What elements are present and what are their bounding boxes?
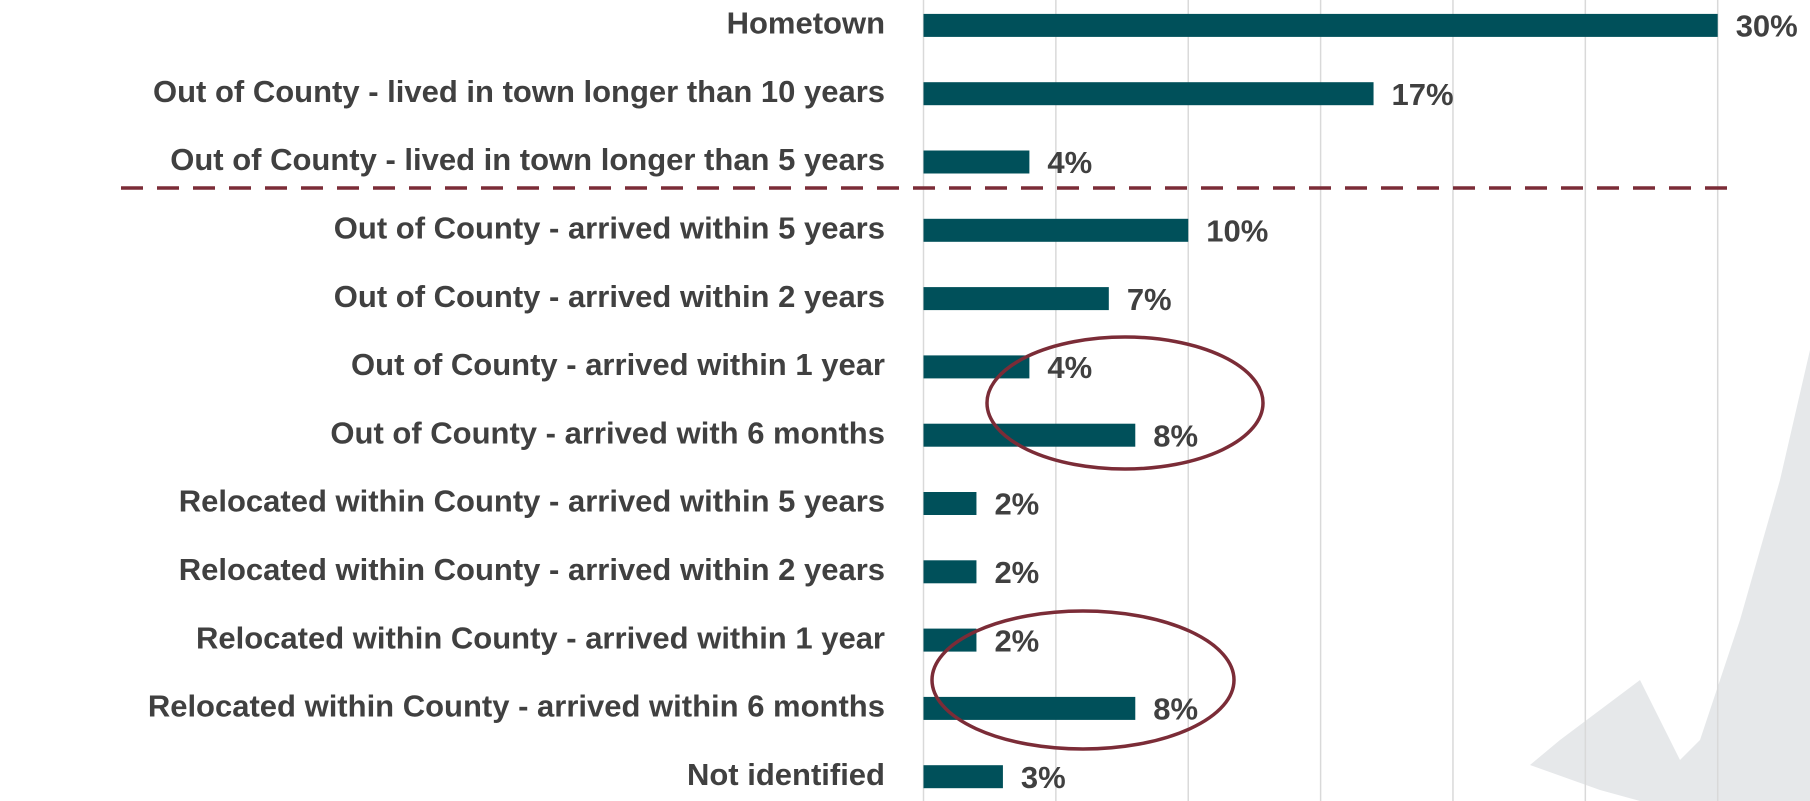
- background-shape: [1530, 350, 1810, 801]
- bar: [924, 424, 1136, 447]
- category-label: Out of County - arrived within 2 years: [334, 279, 885, 314]
- bar: [924, 14, 1718, 37]
- bar: [924, 560, 977, 583]
- value-label: 4%: [1047, 145, 1092, 180]
- category-label: Out of County - arrived within 1 year: [351, 347, 885, 382]
- category-label: Out of County - lived in town longer tha…: [153, 74, 885, 109]
- bar: [924, 355, 1030, 378]
- category-label: Not identified: [687, 757, 885, 792]
- value-label: 2%: [994, 487, 1039, 522]
- bar: [924, 151, 1030, 174]
- category-label: Relocated within County - arrived within…: [196, 620, 885, 655]
- value-label: 8%: [1153, 418, 1198, 453]
- category-label: Out of County - lived in town longer tha…: [170, 142, 885, 177]
- value-label: 8%: [1153, 692, 1198, 727]
- value-label: 4%: [1047, 350, 1092, 385]
- value-label: 2%: [994, 623, 1039, 658]
- category-label: Relocated within County - arrived within…: [179, 552, 885, 587]
- value-label: 7%: [1127, 282, 1172, 317]
- value-label: 17%: [1392, 77, 1454, 112]
- bar: [924, 287, 1109, 310]
- category-label: Out of County - arrived within 5 years: [334, 210, 885, 245]
- bar: [924, 492, 977, 515]
- category-label: Out of County - arrived with 6 months: [330, 415, 885, 450]
- bar: [924, 765, 1003, 788]
- value-label: 2%: [994, 555, 1039, 590]
- value-label: 30%: [1736, 9, 1798, 44]
- category-label: Relocated within County - arrived within…: [148, 689, 885, 724]
- bar: [924, 82, 1374, 105]
- value-label: 10%: [1206, 213, 1268, 248]
- bar: [924, 219, 1189, 242]
- category-label: Relocated within County - arrived within…: [179, 484, 885, 519]
- chart: Hometown 30% Out of County - lived in town…: [0, 0, 1810, 801]
- value-label: 3%: [1021, 760, 1066, 795]
- highlight-ellipse: [987, 337, 1263, 469]
- category-label: Hometown: [727, 6, 885, 41]
